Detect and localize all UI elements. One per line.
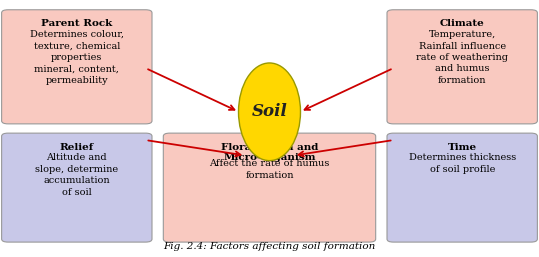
Text: Climate: Climate [440, 19, 485, 28]
Text: Determines thickness
of soil profile: Determines thickness of soil profile [409, 153, 516, 174]
Text: Determines colour,
texture, chemical
properties
mineral, content,
permeability: Determines colour, texture, chemical pro… [30, 30, 124, 85]
FancyBboxPatch shape [2, 133, 152, 242]
FancyArrowPatch shape [267, 139, 272, 156]
FancyArrowPatch shape [299, 141, 391, 157]
Text: Altitude and
slope, determine
accumulation
of soil: Altitude and slope, determine accumulati… [35, 153, 119, 197]
Text: Flora, Fauna and
Micro-organism: Flora, Fauna and Micro-organism [221, 143, 318, 162]
FancyBboxPatch shape [163, 133, 376, 242]
FancyBboxPatch shape [2, 10, 152, 124]
FancyArrowPatch shape [148, 141, 240, 157]
Text: Relief: Relief [60, 143, 94, 152]
Ellipse shape [238, 63, 301, 161]
FancyBboxPatch shape [387, 10, 537, 124]
Text: Affect the rate of humus
formation: Affect the rate of humus formation [209, 159, 330, 180]
FancyBboxPatch shape [387, 133, 537, 242]
FancyArrowPatch shape [148, 69, 234, 110]
Text: Fig. 2.4: Factors affecting soil formation: Fig. 2.4: Factors affecting soil formati… [163, 242, 376, 251]
Text: Parent Rock: Parent Rock [41, 19, 113, 28]
Text: Time: Time [447, 143, 477, 152]
FancyArrowPatch shape [305, 69, 391, 110]
Text: Soil: Soil [252, 103, 287, 120]
Text: Temperature,
Rainfall influence
rate of weathering
and humus
formation: Temperature, Rainfall influence rate of … [416, 30, 508, 85]
